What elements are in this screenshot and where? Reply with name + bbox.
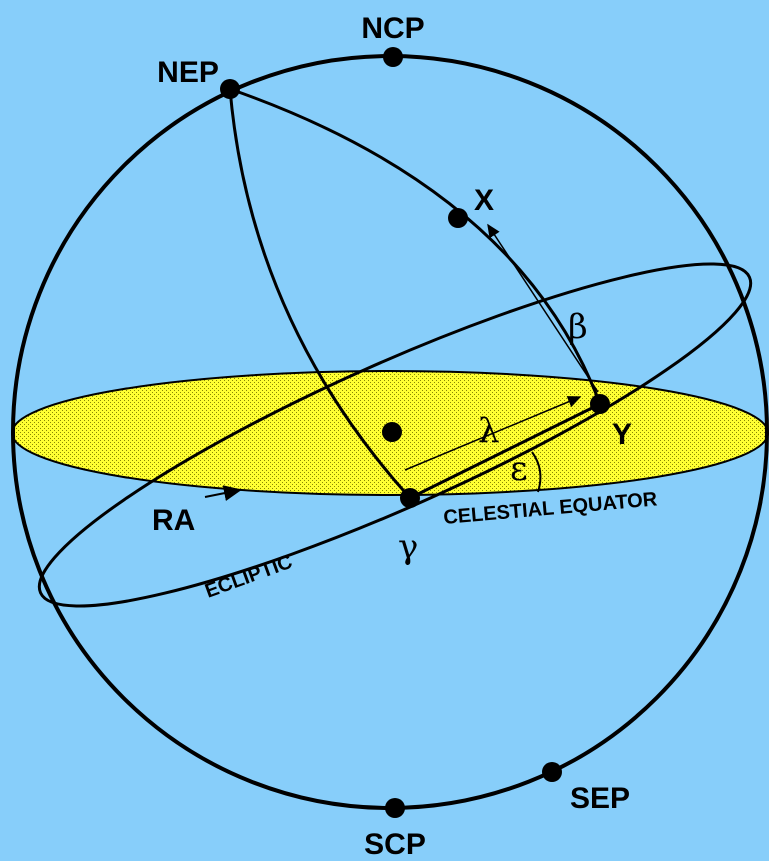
x-point <box>448 208 468 228</box>
y-point <box>590 394 610 414</box>
beta-label: β <box>568 307 588 347</box>
epsilon-label: ε <box>510 449 528 489</box>
nep-point <box>220 79 240 99</box>
lambda-label: λ <box>478 411 500 451</box>
scp-label: SCP <box>364 828 426 861</box>
y-label: Y <box>612 418 632 451</box>
nep-label: NEP <box>157 56 219 89</box>
x-label: X <box>474 184 494 217</box>
scp-point <box>385 798 405 818</box>
ncp-label: NCP <box>361 12 424 45</box>
page: NCP NEP X β Y λ ε RA γ CELESTIAL EQUATOR… <box>0 0 769 861</box>
gamma-label: γ <box>398 527 418 567</box>
ncp-point <box>383 47 403 67</box>
celestial-sphere-diagram: NCP NEP X β Y λ ε RA γ CELESTIAL EQUATOR… <box>0 0 769 861</box>
center-point <box>382 422 402 442</box>
sep-label: SEP <box>570 782 630 815</box>
ra-label: RA <box>152 504 195 537</box>
sep-point <box>542 762 562 782</box>
gamma-point <box>400 488 420 508</box>
